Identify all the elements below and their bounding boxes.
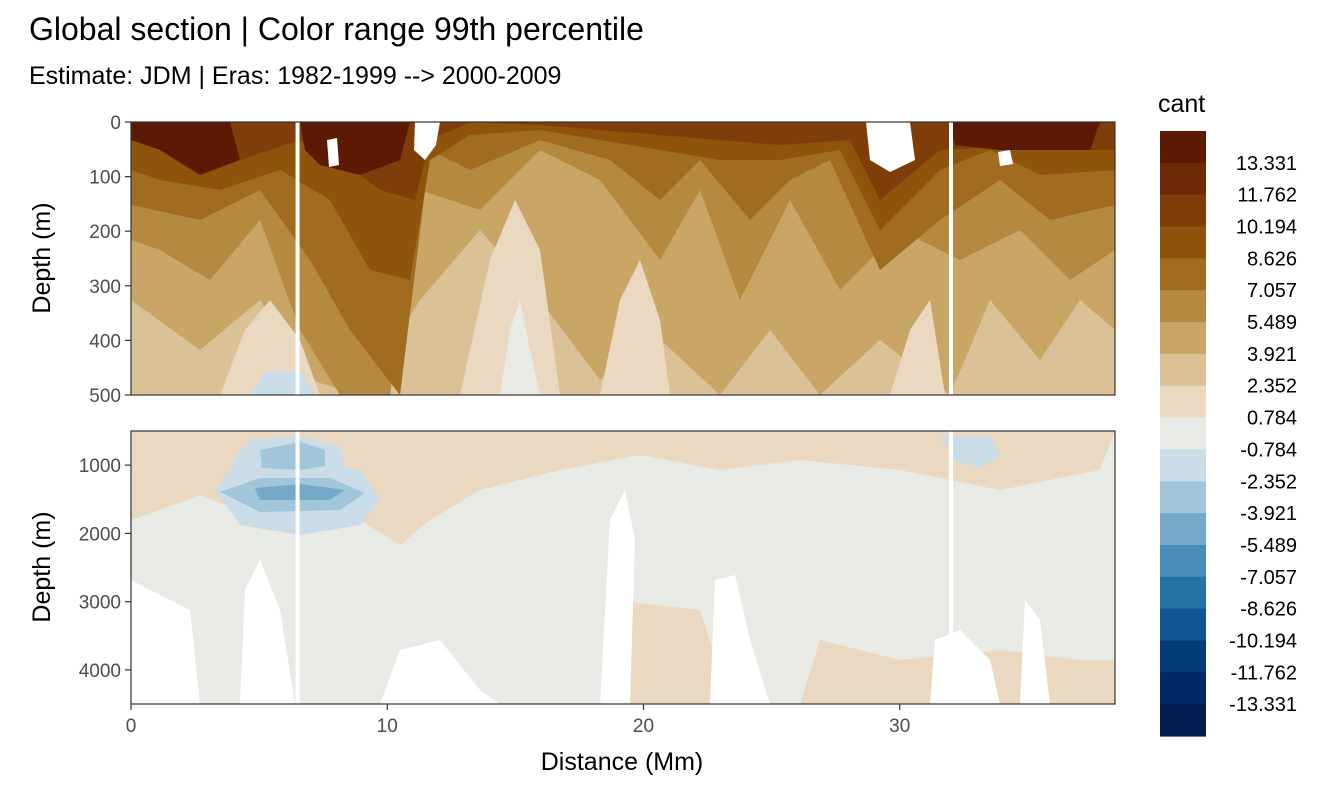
field-layer: [260, 442, 325, 470]
legend-label: -8.626: [1240, 599, 1297, 621]
legend-color-swatch: [1160, 226, 1206, 259]
field-layer: [866, 122, 915, 172]
field-layer: [131, 431, 1115, 545]
legend-label: 10.194: [1236, 217, 1297, 239]
legend-label: 8.626: [1247, 248, 1297, 270]
legend-label: 7.057: [1247, 280, 1297, 302]
legend-color-swatch: [1160, 608, 1206, 642]
y-tick-label: 0: [110, 113, 121, 134]
chart-subtitle: Estimate: JDM | Eras: 1982-1999 --> 2000…: [29, 62, 561, 90]
legend-label: 11.762: [1237, 185, 1297, 207]
legend-color-swatch: [1160, 353, 1206, 387]
lower-y-ticks: 1000 2000 3000 4000: [79, 456, 131, 682]
legend-color-swatch: [1160, 449, 1206, 482]
y-tick-label: 300: [89, 277, 121, 298]
field-layer: [890, 300, 945, 395]
legend-color-swatch: [1160, 385, 1206, 419]
y-tick-label: 500: [89, 386, 121, 407]
legend-color-swatch: [1160, 322, 1206, 355]
upper-gap-lines: [295, 122, 953, 395]
legend-color-swatch: [1160, 544, 1206, 578]
field-layer: [500, 300, 540, 395]
y-tick-label: 4000: [79, 661, 121, 682]
legend-colorbar: [1160, 131, 1206, 737]
y-tick-label: 3000: [79, 593, 121, 614]
legend-label: -3.921: [1240, 503, 1297, 525]
legend-label: 5.489: [1247, 312, 1297, 334]
field-layer: [380, 640, 500, 704]
field-layer: [327, 138, 339, 167]
legend-label: 0.784: [1247, 408, 1297, 430]
legend-color-swatch: [1160, 576, 1206, 610]
legend-label: 3.921: [1247, 344, 1297, 366]
field-layer: [300, 122, 410, 175]
legend-label: -0.784: [1240, 439, 1297, 461]
legend-color-swatch: [1160, 704, 1206, 737]
y-tick-label: 1000: [79, 456, 121, 477]
field-layer: [1020, 600, 1050, 704]
lower-field: [131, 431, 1115, 704]
legend-label: -10.194: [1229, 630, 1297, 652]
field-layer: [240, 560, 295, 704]
field-layer: [255, 484, 345, 500]
y-tick-label: 2000: [79, 524, 121, 545]
legend-labels: 13.331 11.762 10.194 8.626 7.057 5.489 3.921 2.…: [1229, 153, 1297, 716]
legend-color-swatch: [1160, 162, 1206, 196]
legend-label: -7.057: [1240, 567, 1297, 589]
legend: cant 13.331 11.762 10.194 8.626 7.057 5.489 3.…: [1158, 90, 1297, 737]
legend-color-swatch: [1160, 194, 1206, 228]
legend-color-swatch: [1160, 672, 1206, 705]
legend-label: -11.762: [1231, 662, 1297, 684]
lower-gap-lines: [295, 431, 953, 704]
chart-title: Global section | Color range 99th percen…: [29, 11, 644, 47]
field-layer: [460, 200, 560, 395]
x-axis-title: Distance (Mm): [541, 748, 704, 776]
legend-color-swatch: [1160, 640, 1206, 673]
y-axis-title-upper: Depth (m): [28, 202, 56, 313]
field-layer: [930, 630, 1000, 704]
field-layer: [600, 600, 730, 704]
x-tick-label: 20: [633, 716, 654, 737]
legend-color-swatch: [1160, 290, 1206, 323]
x-ticks: 0 10 20 30: [126, 704, 910, 737]
x-tick-label: 10: [377, 716, 398, 737]
field-layer: [131, 122, 240, 175]
field-layer: [950, 122, 1100, 150]
legend-title: cant: [1158, 90, 1205, 118]
y-axis-title-lower: Depth (m): [28, 511, 56, 622]
x-tick-label: 0: [126, 716, 137, 737]
legend-label: 2.352: [1247, 376, 1297, 398]
legend-color-swatch: [1160, 513, 1206, 546]
upper-panel-border: [130, 121, 1116, 396]
legend-color-swatch: [1160, 258, 1206, 291]
legend-color-swatch: [1160, 131, 1206, 164]
field-layer: [414, 122, 440, 160]
upper-field: [131, 122, 1115, 395]
field-layer: [600, 490, 635, 704]
legend-label: -2.352: [1240, 471, 1297, 493]
legend-label: -5.489: [1240, 535, 1297, 557]
field-layer: [998, 150, 1013, 166]
field-layer: [710, 575, 770, 704]
legend-color-swatch: [1160, 417, 1206, 451]
field-layer: [940, 436, 1000, 468]
y-tick-label: 100: [89, 168, 121, 189]
y-tick-label: 200: [89, 222, 121, 243]
x-tick-label: 30: [889, 716, 910, 737]
upper-y-ticks: 0 100 200 300 400 500: [89, 113, 131, 407]
legend-label: -13.331: [1229, 694, 1297, 716]
field-layer: [131, 580, 200, 704]
legend-color-swatch: [1160, 481, 1206, 514]
legend-label: 13.331: [1236, 153, 1297, 175]
lower-panel-border: [130, 430, 1116, 705]
field-layer: [600, 260, 670, 395]
y-tick-label: 400: [89, 331, 121, 352]
lower-panel: 1000 2000 3000 4000: [79, 430, 1116, 705]
upper-panel: 0 100 200 300 400 500: [89, 113, 1116, 407]
